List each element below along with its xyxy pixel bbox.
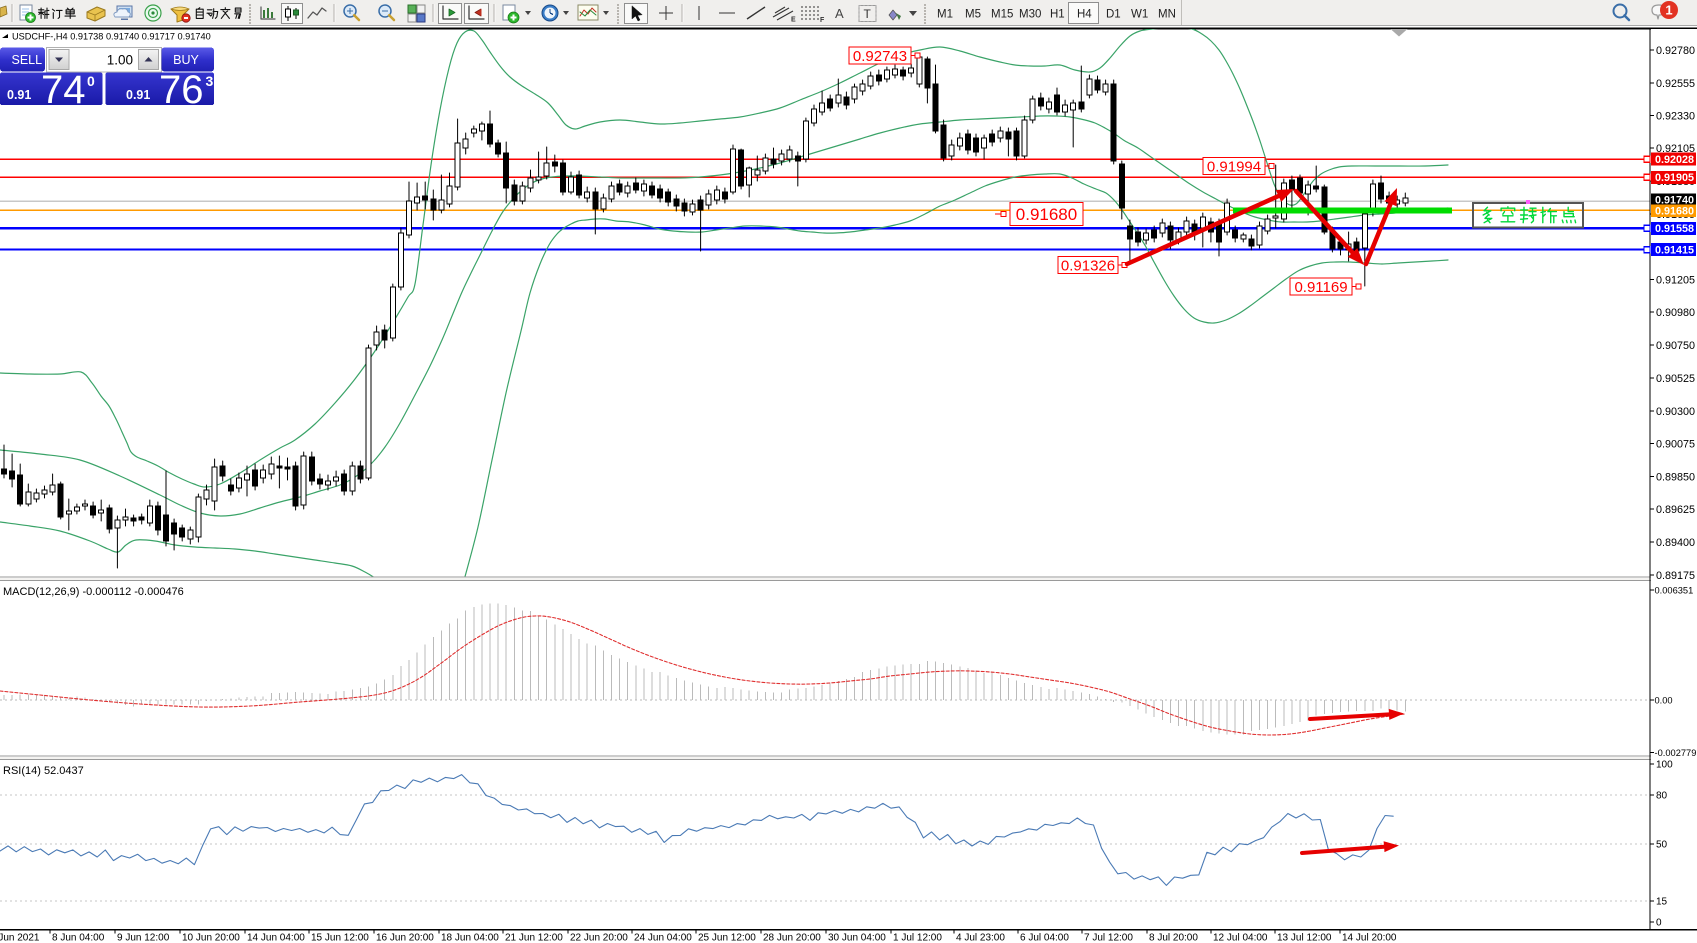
svg-text:0.90075: 0.90075 [1656,438,1695,450]
svg-text:MN: MN [1158,9,1176,21]
svg-text:-0.002779: -0.002779 [1655,748,1697,758]
svg-text:1 Jul 12:00: 1 Jul 12:00 [893,933,942,943]
svg-text:4 Jul 23:00: 4 Jul 23:00 [956,933,1005,943]
svg-text:M1: M1 [937,9,953,21]
svg-text:USDCHF-,H4 0.91738 0.91740 0.: USDCHF-,H4 0.91738 0.91740 0.91717 0.917… [12,32,211,42]
svg-text:M5: M5 [965,9,981,21]
svg-text:0.89850: 0.89850 [1656,471,1695,483]
svg-text:15 Jun 12:00: 15 Jun 12:00 [311,933,369,943]
svg-text:0.91169: 0.91169 [1294,279,1347,296]
svg-text:0.92330: 0.92330 [1656,110,1695,122]
svg-text:74: 74 [41,68,86,112]
svg-text:16 Jun 20:00: 16 Jun 20:00 [376,933,434,943]
svg-text:8 Jul 20:00: 8 Jul 20:00 [1149,933,1198,943]
svg-text:18 Jun 04:00: 18 Jun 04:00 [441,933,499,943]
svg-text:8 Jun 04:00: 8 Jun 04:00 [52,933,105,943]
svg-text:80: 80 [1656,791,1668,802]
svg-text:0.92555: 0.92555 [1656,78,1695,90]
svg-text:9 Jun 12:00: 9 Jun 12:00 [117,933,170,943]
svg-text:0.91326: 0.91326 [1061,257,1115,274]
svg-text:M30: M30 [1019,9,1041,21]
svg-text:0.00: 0.00 [1655,696,1673,706]
svg-text:28 Jun 20:00: 28 Jun 20:00 [763,933,821,943]
svg-text:M15: M15 [991,9,1013,21]
svg-text:0.92028: 0.92028 [1655,154,1694,166]
svg-text:F: F [820,17,825,24]
svg-text:0.92780: 0.92780 [1656,45,1695,57]
svg-text:0.90525: 0.90525 [1656,373,1695,385]
svg-text:50: 50 [1656,840,1668,851]
svg-text:76: 76 [159,68,204,112]
svg-text:0.89625: 0.89625 [1656,504,1695,516]
svg-text:MACD(12,26,9) -0.000112 -0.000: MACD(12,26,9) -0.000112 -0.000476 [3,586,184,598]
svg-text:100: 100 [1656,760,1673,771]
svg-text:0.91680: 0.91680 [1655,206,1694,218]
svg-text:0.91558: 0.91558 [1655,223,1694,235]
svg-text:0.90980: 0.90980 [1656,307,1695,319]
svg-text:E: E [791,17,796,24]
svg-text:0.90300: 0.90300 [1656,406,1695,418]
svg-text:RSI(14) 52.0437: RSI(14) 52.0437 [3,765,84,777]
svg-text:SELL: SELL [12,53,43,67]
svg-text:24 Jun 04:00: 24 Jun 04:00 [634,933,692,943]
svg-text:A: A [835,6,844,21]
svg-text:30 Jun 04:00: 30 Jun 04:00 [828,933,886,943]
svg-text:W1: W1 [1131,9,1148,21]
svg-text:0.91994: 0.91994 [1207,158,1261,175]
svg-text:15: 15 [1656,897,1668,908]
svg-text:0.90750: 0.90750 [1656,340,1695,352]
svg-text:14 Jun 04:00: 14 Jun 04:00 [247,933,305,943]
svg-text:0.91680: 0.91680 [1016,205,1077,224]
svg-text:14 Jul 20:00: 14 Jul 20:00 [1342,933,1397,943]
svg-text:12 Jul 04:00: 12 Jul 04:00 [1213,933,1268,943]
svg-text:0: 0 [1656,918,1662,929]
svg-text:25 Jun 12:00: 25 Jun 12:00 [698,933,756,943]
svg-text:BUY: BUY [173,53,199,67]
svg-text:0.91740: 0.91740 [1655,195,1694,207]
svg-text:H4: H4 [1077,9,1092,21]
svg-text:0.92105: 0.92105 [1656,143,1695,155]
svg-text:0.91415: 0.91415 [1655,244,1694,256]
svg-text:22 Jun 20:00: 22 Jun 20:00 [570,933,628,943]
svg-text:0.89175: 0.89175 [1656,570,1695,582]
svg-text:21 Jun 12:00: 21 Jun 12:00 [505,933,563,943]
svg-text:0.91: 0.91 [126,88,150,102]
svg-text:1: 1 [1665,3,1672,18]
svg-text:0.89400: 0.89400 [1656,537,1695,549]
svg-text:H1: H1 [1050,9,1065,21]
svg-text:D1: D1 [1106,9,1121,21]
svg-text:0.91: 0.91 [7,88,31,102]
svg-text:10 Jun 20:00: 10 Jun 20:00 [182,933,240,943]
svg-text:0.006351: 0.006351 [1655,586,1694,596]
svg-text:3: 3 [206,73,214,89]
svg-text:13 Jul 12:00: 13 Jul 12:00 [1277,933,1332,943]
svg-text:0.92743: 0.92743 [853,48,907,65]
svg-text:7 Jul 12:00: 7 Jul 12:00 [1084,933,1133,943]
svg-text:0.91205: 0.91205 [1656,274,1695,286]
svg-text:8 Jun 2021: 8 Jun 2021 [0,933,40,943]
svg-text:1.00: 1.00 [107,53,133,68]
svg-text:0.91905: 0.91905 [1655,172,1694,184]
svg-text:0: 0 [87,73,95,89]
svg-text:T: T [864,7,872,21]
svg-text:6 Jul 04:00: 6 Jul 04:00 [1020,933,1069,943]
